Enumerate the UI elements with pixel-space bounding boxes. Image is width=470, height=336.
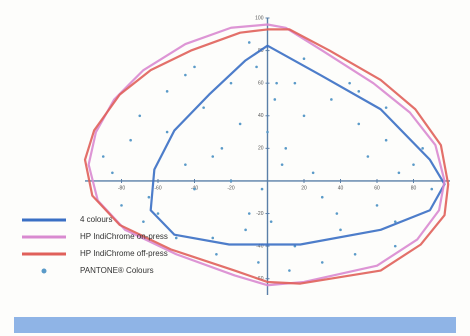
color-point [348, 81, 351, 85]
color-point [211, 236, 215, 240]
color-point [412, 163, 415, 166]
color-point [220, 147, 224, 150]
color-point [302, 57, 306, 61]
color-point [430, 187, 434, 191]
color-point [229, 81, 233, 85]
color-point [375, 204, 379, 207]
color-point [393, 220, 397, 223]
color-point [257, 261, 260, 264]
color-point [165, 90, 169, 93]
color-point [393, 244, 397, 248]
color-point [142, 220, 145, 223]
gamut-outline [149, 44, 446, 246]
gamut-outline [83, 28, 450, 285]
color-point [269, 220, 273, 223]
x-tick-label: 40 [338, 185, 344, 191]
color-point [384, 138, 388, 142]
color-point [357, 122, 361, 126]
color-point [184, 163, 187, 166]
color-point [229, 179, 233, 183]
color-point [384, 106, 388, 109]
color-point [111, 171, 114, 175]
color-point [165, 130, 169, 134]
x-tick-label: -60 [154, 185, 161, 191]
color-point [247, 41, 251, 44]
color-point [266, 130, 269, 134]
color-point [174, 236, 178, 240]
color-point [366, 155, 370, 158]
color-point [247, 212, 251, 215]
legend-label: 4 colours [80, 215, 112, 224]
color-point [260, 187, 264, 191]
y-tick-label: 20 [258, 146, 264, 152]
y-tick-label: 60 [258, 81, 264, 87]
color-point [353, 252, 357, 256]
y-tick-label: -20 [256, 211, 263, 217]
color-point [320, 261, 324, 264]
color-point [293, 81, 297, 85]
color-point [101, 155, 105, 158]
color-point [273, 98, 277, 101]
color-point [184, 73, 187, 77]
color-point [357, 90, 361, 93]
gamut-outline [87, 23, 446, 287]
y-tick-label: -40 [256, 243, 263, 249]
x-tick-label: -80 [118, 185, 125, 191]
color-point [238, 122, 242, 126]
legend-label: PANTONE® Colours [80, 266, 154, 275]
color-point [129, 138, 132, 142]
color-point [280, 163, 284, 166]
color-point [421, 147, 424, 150]
color-point [193, 65, 196, 69]
color-point [302, 114, 306, 118]
x-tick-label: 60 [374, 185, 380, 191]
color-point [284, 147, 288, 150]
color-point [156, 212, 160, 215]
legend-marker [41, 268, 47, 274]
footer-bar [14, 317, 456, 333]
color-point [320, 195, 324, 199]
color-point [311, 171, 315, 175]
color-point [120, 204, 123, 207]
color-point [215, 252, 218, 256]
x-tick-label: -20 [227, 185, 234, 191]
x-tick-label: 20 [301, 185, 307, 191]
color-point [288, 269, 291, 272]
color-point [275, 81, 278, 85]
color-point [397, 171, 401, 175]
color-point [335, 212, 339, 215]
y-tick-label: 100 [255, 15, 264, 21]
color-point [211, 155, 215, 158]
color-point [202, 106, 205, 109]
color-point [138, 114, 142, 118]
color-point [193, 187, 196, 191]
color-point [330, 98, 333, 101]
y-tick-label: 40 [258, 113, 264, 119]
color-point [339, 228, 342, 232]
color-point [147, 195, 151, 199]
x-tick-label: 80 [411, 185, 417, 191]
color-point [255, 65, 258, 69]
legend-label: HP IndiChrome off-press [80, 249, 168, 258]
color-point [244, 228, 247, 232]
legend-label: HP IndiChrome on-press [80, 232, 168, 241]
